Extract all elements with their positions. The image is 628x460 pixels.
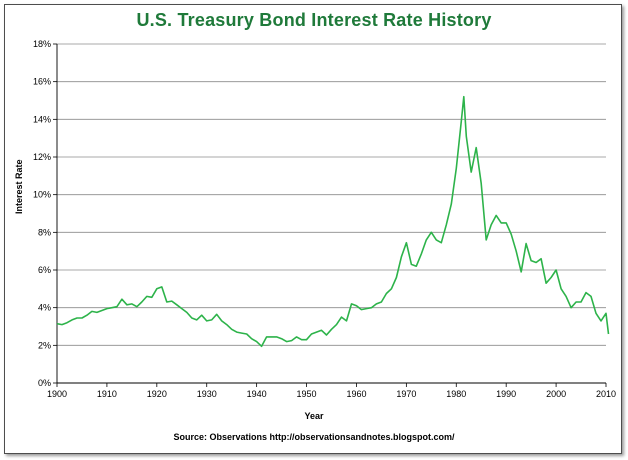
y-tick-label: 12%: [33, 152, 51, 162]
y-tick-label: 0%: [38, 378, 51, 388]
y-tick-labels: 0% 2% 4% 6% 8% 10% 12% 14% 16% 18%: [33, 39, 51, 388]
x-tick-label: 1910: [97, 389, 117, 399]
x-tick-label: 1940: [247, 389, 267, 399]
x-tick-label: 1980: [446, 389, 466, 399]
x-tick-label: 2010: [596, 389, 616, 399]
chart-title: U.S. Treasury Bond Interest Rate History: [136, 10, 492, 30]
x-tick-label: 2000: [546, 389, 566, 399]
x-axis-label: Year: [304, 411, 324, 421]
x-tick-label: 1960: [346, 389, 366, 399]
y-tick-label: 16%: [33, 77, 51, 87]
y-tick-label: 6%: [38, 265, 51, 275]
x-tick-label: 1990: [496, 389, 516, 399]
x-tick-labels: 1900 1910 1920 1930 1940 1950 1960 1970 1980 1990…: [47, 389, 616, 399]
x-tick-label: 1920: [147, 389, 167, 399]
series-layer: [56, 95, 610, 348]
axes: [53, 43, 607, 387]
y-tick-label: 10%: [33, 190, 51, 200]
gridlines: [57, 43, 606, 346]
y-tick-label: 14%: [33, 114, 51, 124]
series-line-interest-rate: [56, 95, 610, 348]
source-note: Source: Observations http://observations…: [173, 432, 455, 442]
y-tick-label: 8%: [38, 227, 51, 237]
y-tick-label: 4%: [38, 303, 51, 313]
y-tick-label: 18%: [33, 39, 51, 49]
chart-frame: [4, 4, 622, 454]
x-tick-label: 1970: [396, 389, 416, 399]
x-tick-label: 1900: [47, 389, 67, 399]
y-tick-label: 2%: [38, 340, 51, 350]
x-tick-label: 1950: [297, 389, 317, 399]
x-tick-label: 1930: [197, 389, 217, 399]
